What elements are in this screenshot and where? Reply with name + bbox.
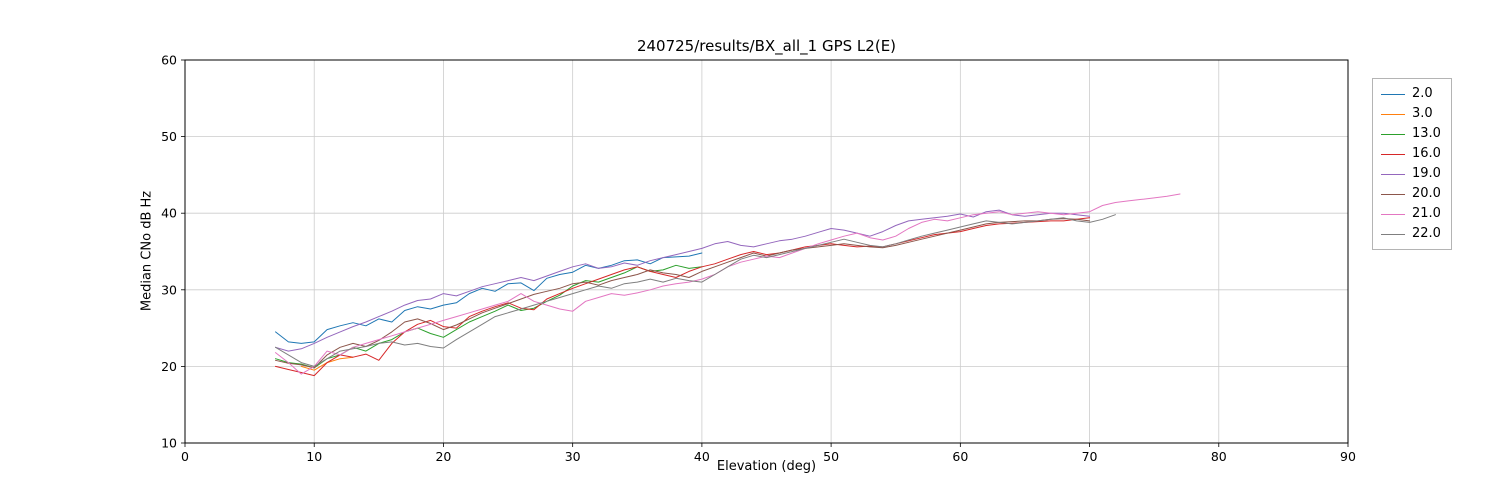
- legend-swatch-icon: [1381, 133, 1405, 135]
- legend-swatch-icon: [1381, 93, 1405, 95]
- legend-entry-13.0: 13.0: [1381, 124, 1441, 144]
- series-line-22.0: [275, 214, 1116, 367]
- legend-label: 19.0: [1412, 166, 1441, 181]
- chart-title: 240725/results/BX_all_1 GPS L2(E): [636, 37, 897, 55]
- x-tick-label: 10: [306, 449, 322, 464]
- legend-entry-3.0: 3.0: [1381, 104, 1441, 124]
- y-tick-label: 10: [161, 436, 177, 451]
- x-tick-label: 70: [1082, 449, 1098, 464]
- x-tick-label: 80: [1211, 449, 1227, 464]
- y-tick-label: 50: [161, 129, 177, 144]
- series-line-2.0: [275, 252, 703, 344]
- x-tick-label: 90: [1340, 449, 1356, 464]
- axes-frame: [184, 59, 1349, 444]
- legend-entry-22.0: 22.0: [1381, 224, 1441, 244]
- legend-entry-16.0: 16.0: [1381, 144, 1441, 164]
- legend-label: 2.0: [1412, 86, 1433, 101]
- legend-swatch-icon: [1381, 173, 1405, 175]
- x-tick-label: 20: [435, 449, 451, 464]
- legend-label: 22.0: [1412, 226, 1441, 241]
- legend-entry-19.0: 19.0: [1381, 164, 1441, 184]
- legend-label: 21.0: [1412, 206, 1441, 221]
- legend-swatch-icon: [1381, 233, 1405, 235]
- x-axis-label: Elevation (deg): [716, 459, 817, 474]
- legend-label: 3.0: [1412, 106, 1433, 121]
- series-line-20.0: [275, 218, 1091, 369]
- series-line-16.0: [275, 217, 1091, 377]
- series-line-19.0: [275, 209, 1091, 352]
- x-tick-label: 40: [694, 449, 710, 464]
- legend-entry-2.0: 2.0: [1381, 84, 1441, 104]
- x-tick-label: 60: [952, 449, 968, 464]
- x-tick-label: 0: [181, 449, 189, 464]
- y-tick-label: 20: [161, 359, 177, 374]
- legend-label: 20.0: [1412, 186, 1441, 201]
- legend-swatch-icon: [1381, 213, 1405, 215]
- legend-label: 13.0: [1412, 126, 1441, 141]
- legend: 2.0 3.0 13.0 16.0 19.0 20.0 21.0 22.0: [1372, 78, 1452, 250]
- legend-label: 16.0: [1412, 146, 1441, 161]
- legend-entry-20.0: 20.0: [1381, 184, 1441, 204]
- y-tick-label: 60: [161, 53, 177, 68]
- legend-swatch-icon: [1381, 153, 1405, 155]
- legend-entry-21.0: 21.0: [1381, 204, 1441, 224]
- x-tick-label: 50: [823, 449, 839, 464]
- y-tick-label: 40: [161, 206, 177, 221]
- series-line-13.0: [275, 264, 703, 369]
- y-tick-label: 30: [161, 282, 177, 297]
- x-tick-label: 30: [565, 449, 581, 464]
- legend-swatch-icon: [1381, 113, 1405, 115]
- legend-swatch-icon: [1381, 193, 1405, 195]
